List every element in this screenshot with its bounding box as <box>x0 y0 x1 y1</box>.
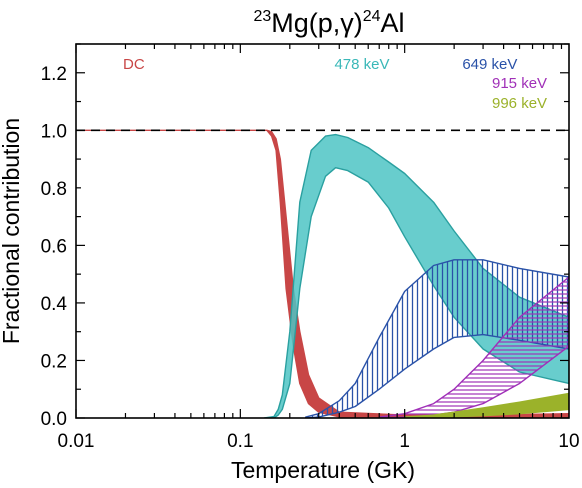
title-prefix-superscript: 23 <box>253 8 271 25</box>
y-axis-label: Fractional contribution <box>0 118 24 344</box>
y-tick-label: 0.4 <box>41 294 68 315</box>
chart-title: 23Mg(p,γ)24Al <box>253 8 404 38</box>
series-labels: DC 478 keV 649 keV 915 keV 996 keV <box>123 56 547 112</box>
plot-frame <box>75 43 570 419</box>
series-bands <box>76 129 569 418</box>
y-tick-label: 1.0 <box>41 121 67 142</box>
x-tick-label: 10 <box>558 431 579 452</box>
band-dc <box>76 129 569 418</box>
band-478-kev <box>263 133 569 418</box>
series-label-dc: DC <box>123 56 145 73</box>
y-tick-label: 0.0 <box>41 409 67 430</box>
title-suffix-superscript: 24 <box>363 8 381 25</box>
title-main: Mg(p,γ) <box>271 8 363 38</box>
y-tick-label: 0.6 <box>41 236 67 257</box>
y-tick-label: 1.2 <box>41 64 67 85</box>
y-tick-label: 0.8 <box>41 179 67 200</box>
x-axis-label: Temperature (GK) <box>231 457 415 483</box>
axis-tick-labels: 0.01 0.1 1 10 0.0 0.2 0.4 0.6 0.8 1.0 1.2 <box>41 64 580 452</box>
x-tick-label: 1 <box>399 431 410 452</box>
series-label-996-kev: 996 keV <box>492 95 547 112</box>
title-tail: Al <box>381 8 405 38</box>
band-649-kev <box>305 259 569 418</box>
x-tick-label: 0.1 <box>227 431 253 452</box>
series-label-915-kev: 915 keV <box>492 75 547 92</box>
x-tick-label: 0.01 <box>58 431 95 452</box>
axis-ticks <box>75 43 569 419</box>
series-label-649-kev: 649 keV <box>462 56 517 73</box>
series-label-478-kev: 478 keV <box>334 56 389 73</box>
y-tick-label: 0.2 <box>41 351 67 372</box>
